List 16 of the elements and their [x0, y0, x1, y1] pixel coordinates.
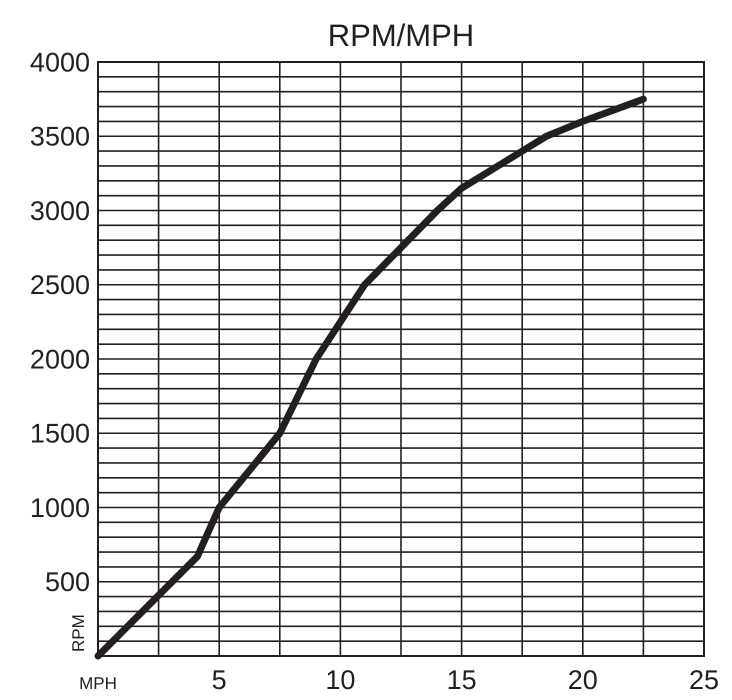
y-tick-label: 1500: [30, 418, 90, 449]
x-tick-label: 10: [325, 665, 356, 695]
y-tick-label: 500: [44, 567, 90, 598]
x-axis-title: MPH: [79, 674, 117, 693]
x-tick-label: 15: [446, 665, 477, 695]
y-axis-title: RPM: [69, 614, 88, 652]
y-tick-label: 2000: [30, 344, 90, 374]
y-tick-label: 3000: [30, 196, 90, 226]
y-tick-label: 2500: [30, 270, 90, 300]
y-tick-label: 4000: [30, 47, 90, 78]
x-tick-label: 20: [568, 665, 598, 695]
y-tick-label: 3500: [30, 122, 90, 152]
x-tick-label: 25: [688, 665, 720, 695]
chart-title: RPM/MPH: [328, 18, 474, 53]
x-tick-label: 5: [212, 665, 227, 695]
y-tick-label: 1000: [30, 492, 90, 523]
